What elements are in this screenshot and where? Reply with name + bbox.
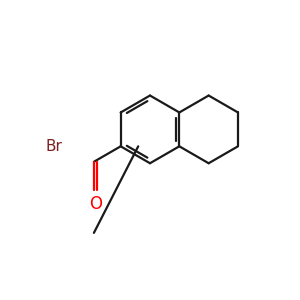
Text: Br: Br (46, 139, 63, 154)
Text: O: O (89, 195, 102, 213)
